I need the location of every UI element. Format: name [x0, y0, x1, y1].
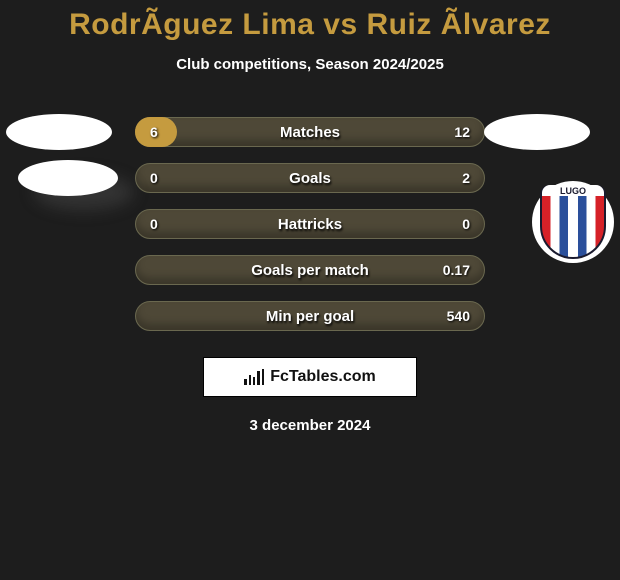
stat-value-left: 0: [150, 170, 158, 186]
player-badge-left-oval: [18, 160, 118, 196]
club-badge-label: LUGO: [542, 185, 604, 196]
stat-row: 540Min per goal: [10, 301, 610, 347]
stat-value-right: 0.17: [443, 262, 470, 278]
player-badge-right-oval: [484, 114, 590, 150]
club-badge: LUGO: [532, 181, 614, 263]
stats-area: 612Matches02Goals00Hattricks0.17Goals pe…: [0, 117, 620, 347]
stat-label: Goals per match: [136, 262, 484, 279]
bars-icon: [244, 369, 264, 385]
stat-pill: 0.17Goals per match: [135, 255, 485, 285]
stat-value-right: 0: [462, 216, 470, 232]
stat-pill: 0 0Hattricks: [135, 209, 485, 239]
player-badge-left-oval: [6, 114, 112, 150]
stat-value-right: 2: [462, 170, 470, 186]
comparison-infographic: RodrÃ­guez Lima vs Ruiz Ãlvarez Club com…: [0, 0, 620, 434]
stat-value-left: 0: [150, 216, 158, 232]
stat-label: Min per goal: [136, 308, 484, 325]
stat-row: 0 0Hattricks: [10, 209, 610, 255]
stat-label: Matches: [136, 124, 484, 141]
stat-row: 0.17Goals per match: [10, 255, 610, 301]
page-title: RodrÃ­guez Lima vs Ruiz Ãlvarez: [0, 8, 620, 42]
branding-text: FcTables.com: [270, 368, 376, 386]
stat-pill: 6 12Matches: [135, 117, 485, 147]
club-badge-shield-icon: LUGO: [540, 185, 606, 259]
stat-value-left: 6: [150, 124, 158, 140]
stat-pill: 540Min per goal: [135, 301, 485, 331]
stat-label: Goals: [136, 170, 484, 187]
date-text: 3 december 2024: [0, 417, 620, 434]
stat-label: Hattricks: [136, 216, 484, 233]
stat-value-right: 540: [447, 308, 470, 324]
stat-value-right: 12: [454, 124, 470, 140]
page-subtitle: Club competitions, Season 2024/2025: [0, 56, 620, 73]
branding-box: FcTables.com: [203, 357, 417, 397]
stat-pill: 0 2Goals: [135, 163, 485, 193]
